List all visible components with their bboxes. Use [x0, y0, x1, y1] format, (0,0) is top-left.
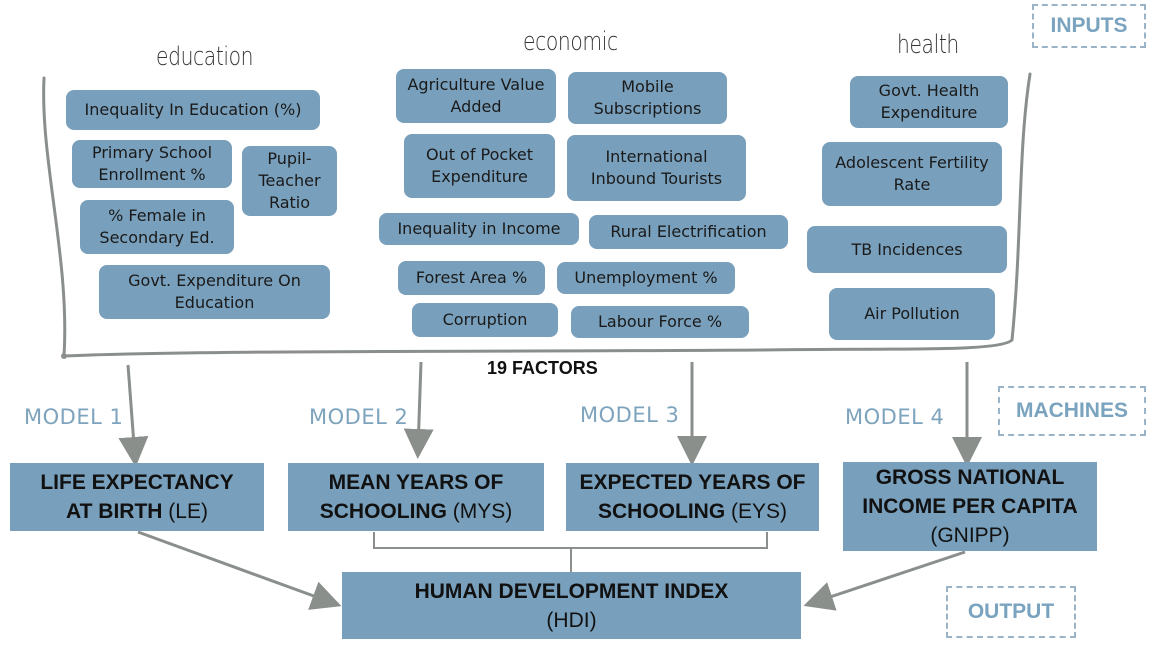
- bracket-end-dot: [61, 353, 67, 359]
- factor-agriculture-value-added: Agriculture Value Added: [396, 69, 556, 123]
- factor-govt-health-expenditure: Govt. Health Expenditure: [850, 76, 1008, 128]
- model-4-label: MODEL 4: [845, 405, 945, 429]
- model-2-label: MODEL 2: [309, 405, 409, 429]
- factors-count-label: 19 FACTORS: [487, 358, 598, 378]
- arrow-le-to-hdi: [137, 530, 342, 610]
- target-eys-abbr: (EYS): [731, 500, 788, 523]
- arrow-model-1: [118, 364, 149, 467]
- target-gnipp-abbr: (GNIPP): [930, 524, 1010, 547]
- factor-out-of-pocket: Out of Pocket Expenditure: [404, 134, 555, 198]
- machines-tag: MACHINES: [998, 386, 1146, 436]
- target-gnipp-line2: INCOME PER CAPITA: [862, 495, 1078, 518]
- model-3-label: MODEL 3: [580, 403, 680, 427]
- factor-inbound-tourists: International Inbound Tourists: [567, 135, 746, 201]
- target-le-abbr: (LE): [168, 500, 208, 523]
- factor-pupil-teacher-ratio: Pupil-Teacher Ratio: [242, 146, 337, 216]
- target-mys-line2: SCHOOLING: [319, 500, 447, 523]
- hdi-abbr: (HDI): [546, 608, 597, 632]
- target-le-box: LIFE EXPECTANCY AT BIRTH (LE): [10, 463, 264, 531]
- category-education: education: [156, 42, 254, 72]
- inputs-tag: INPUTS: [1032, 4, 1146, 48]
- bracket-mys-eys: [373, 532, 768, 549]
- factor-unemployment: Unemployment %: [557, 262, 735, 294]
- factor-female-secondary: % Female in Secondary Ed.: [80, 200, 234, 254]
- factor-forest-area: Forest Area %: [398, 261, 545, 295]
- target-eys-line2: SCHOOLING: [597, 500, 726, 523]
- target-le-line1: LIFE EXPECTANCY: [40, 471, 234, 494]
- factor-mobile-subscriptions: Mobile Subscriptions: [568, 72, 727, 124]
- factor-corruption: Corruption: [412, 303, 558, 337]
- factor-inequality-education: Inequality In Education (%): [66, 90, 320, 130]
- arrow-gnipp-to-hdi: [803, 550, 966, 611]
- factor-adolescent-fertility: Adolescent Fertility Rate: [822, 142, 1002, 206]
- inputs-bracket: [42, 72, 1032, 358]
- factor-rural-electrification: Rural Electrification: [589, 215, 788, 249]
- target-gnipp-line1: GROSS NATIONAL: [875, 466, 1065, 489]
- category-economic: economic: [523, 27, 618, 57]
- factor-air-pollution: Air Pollution: [829, 288, 995, 340]
- target-eys-line1: EXPECTED YEARS OF: [579, 471, 806, 494]
- target-eys-box: EXPECTED YEARS OF SCHOOLING (EYS): [566, 463, 819, 531]
- category-health: health: [897, 30, 959, 60]
- factor-labour-force: Labour Force %: [571, 306, 749, 338]
- factor-primary-enrollment: Primary School Enrollment %: [72, 140, 232, 188]
- target-gnipp-box: GROSS NATIONAL INCOME PER CAPITA (GNIPP): [843, 462, 1097, 551]
- target-le-line2: AT BIRTH: [66, 500, 163, 523]
- hdi-output-box: HUMAN DEVELOPMENT INDEX (HDI): [342, 572, 801, 639]
- target-mys-abbr: (MYS): [452, 500, 513, 523]
- model-1-label: MODEL 1: [24, 405, 124, 429]
- factor-tb-incidences: TB Incidences: [807, 226, 1007, 273]
- hdi-title: HUMAN DEVELOPMENT INDEX: [414, 579, 729, 603]
- output-tag: OUTPUT: [946, 586, 1076, 638]
- factor-govt-education-expenditure: Govt. Expenditure On Education: [99, 265, 330, 319]
- factor-inequality-income: Inequality in Income: [379, 213, 579, 245]
- target-mys-box: MEAN YEARS OF SCHOOLING (MYS): [288, 463, 544, 531]
- arrow-model-2: [403, 361, 434, 459]
- target-mys-line1: MEAN YEARS OF: [328, 471, 504, 494]
